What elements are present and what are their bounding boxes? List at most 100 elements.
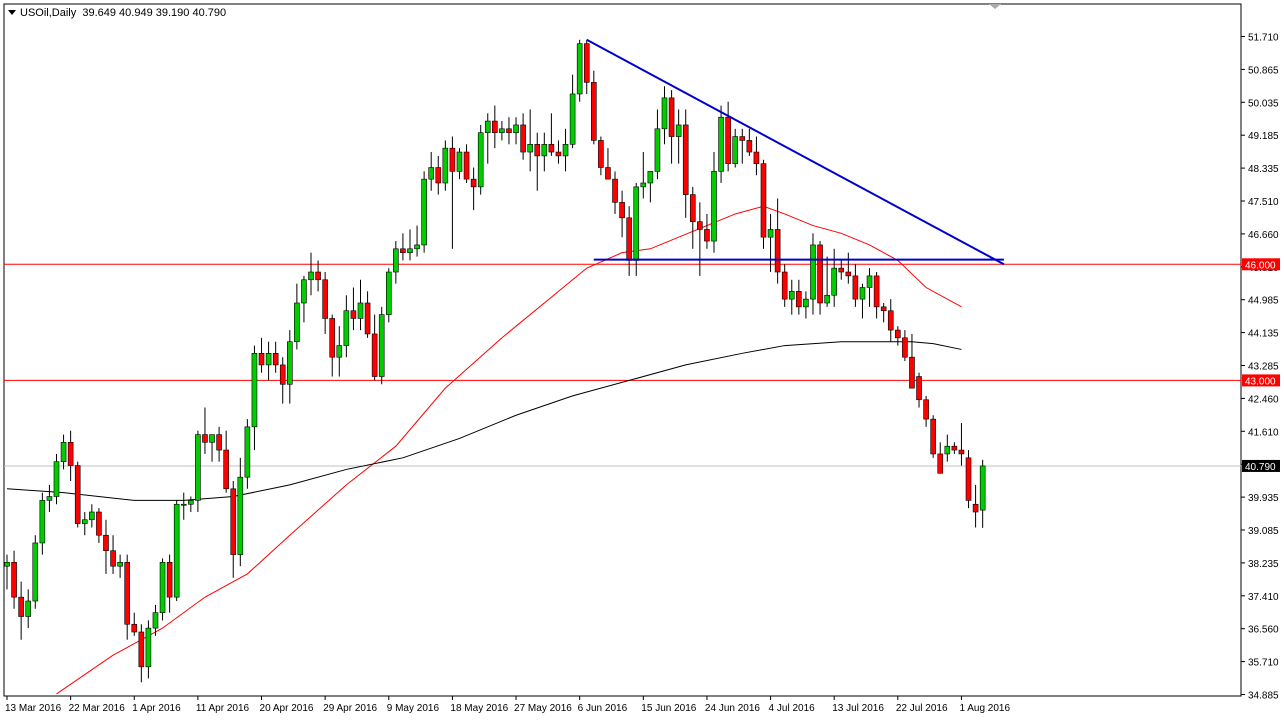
candle <box>138 624 145 683</box>
candle <box>788 279 795 315</box>
candle <box>400 233 406 261</box>
candle <box>852 264 859 307</box>
trendline-0[interactable] <box>586 38 1005 266</box>
candle <box>336 326 343 377</box>
candle <box>796 279 802 315</box>
candle <box>442 140 449 191</box>
candle <box>385 268 392 323</box>
ohlc-values: 39.649 40.949 39.190 40.790 <box>82 7 227 19</box>
candle <box>258 337 265 373</box>
candle <box>661 86 668 145</box>
candle <box>937 442 944 474</box>
candle <box>605 148 611 180</box>
candle <box>393 241 399 284</box>
candle <box>930 415 936 458</box>
candle <box>166 554 173 613</box>
dropdown-arrow-icon[interactable] <box>8 9 16 15</box>
candle <box>979 459 986 528</box>
candle <box>654 109 661 180</box>
candle <box>223 430 229 493</box>
y-tick-label: 47.510 <box>1248 197 1279 208</box>
plot-area <box>3 3 1242 697</box>
y-tick-label: 44.135 <box>1248 329 1279 340</box>
candle <box>272 341 279 373</box>
candle <box>117 554 123 578</box>
candle <box>810 233 816 315</box>
candle <box>286 330 293 404</box>
candle <box>152 604 159 636</box>
x-tick-label: 4 Jul 2016 <box>769 703 816 714</box>
candle <box>541 132 548 172</box>
x-tick-label: 24 Jun 2016 <box>705 703 760 714</box>
candle <box>647 171 654 203</box>
candle <box>60 434 67 470</box>
y-tick-label: 39.085 <box>1248 526 1279 537</box>
candle <box>668 90 675 164</box>
candle <box>887 299 894 342</box>
y-tick-label: 38.235 <box>1248 559 1279 570</box>
x-tick-label: 18 May 2016 <box>450 703 508 714</box>
x-tick-label: 22 Mar 2016 <box>69 703 126 714</box>
y-tick-label: 49.185 <box>1248 131 1279 142</box>
candle <box>562 128 569 172</box>
svg-text:46.000: 46.000 <box>1245 260 1276 271</box>
candle <box>873 272 880 319</box>
candle <box>492 105 498 149</box>
candle <box>237 457 244 567</box>
candle <box>866 268 873 307</box>
y-tick-label: 51.710 <box>1248 33 1279 44</box>
candle <box>407 229 413 261</box>
candle <box>202 407 208 454</box>
candle <box>880 302 887 323</box>
y-tick-label: 36.560 <box>1248 625 1279 636</box>
candle <box>619 190 625 238</box>
candle <box>527 109 533 172</box>
price-label-box: 40.790 <box>1242 459 1280 473</box>
candle <box>965 450 972 509</box>
y-tick-label: 39.935 <box>1248 493 1279 504</box>
candle <box>124 554 130 640</box>
svg-text:40.790: 40.790 <box>1245 462 1276 473</box>
candle <box>711 152 717 253</box>
candle <box>294 283 300 350</box>
candle <box>39 492 46 555</box>
chart-header: USOil,Daily 39.649 40.949 39.190 40.790 <box>8 7 226 19</box>
candle <box>89 504 95 528</box>
x-tick-label: 20 Apr 2016 <box>260 703 314 714</box>
candle <box>470 167 477 211</box>
candle <box>760 159 767 249</box>
candle <box>845 252 852 284</box>
candle <box>753 136 760 176</box>
x-tick-label: 27 May 2016 <box>514 703 572 714</box>
moving-average-1 <box>6 341 962 501</box>
candle <box>682 109 689 218</box>
candle <box>195 430 201 513</box>
candle <box>449 136 456 249</box>
candle <box>902 330 908 362</box>
candle <box>859 283 866 319</box>
scroll-marker-icon[interactable] <box>989 4 1001 9</box>
candle <box>463 144 470 184</box>
candle <box>923 395 929 427</box>
candle <box>824 256 830 307</box>
candle <box>81 512 88 536</box>
candle <box>958 422 965 466</box>
candle <box>725 101 731 172</box>
candle <box>216 426 222 462</box>
y-tick-label: 37.410 <box>1248 592 1279 603</box>
x-tick-label: 22 Jul 2016 <box>896 703 948 714</box>
y-tick-label: 35.710 <box>1248 658 1279 669</box>
candle <box>895 326 901 346</box>
candle <box>781 264 788 307</box>
candle <box>357 279 364 331</box>
moving-average-0 <box>56 205 962 695</box>
candle <box>499 121 505 141</box>
candle <box>322 272 328 334</box>
y-tick-label: 44.985 <box>1248 296 1279 307</box>
candle <box>583 39 590 94</box>
candle <box>159 558 166 621</box>
candle <box>435 155 442 195</box>
candle <box>732 128 739 168</box>
